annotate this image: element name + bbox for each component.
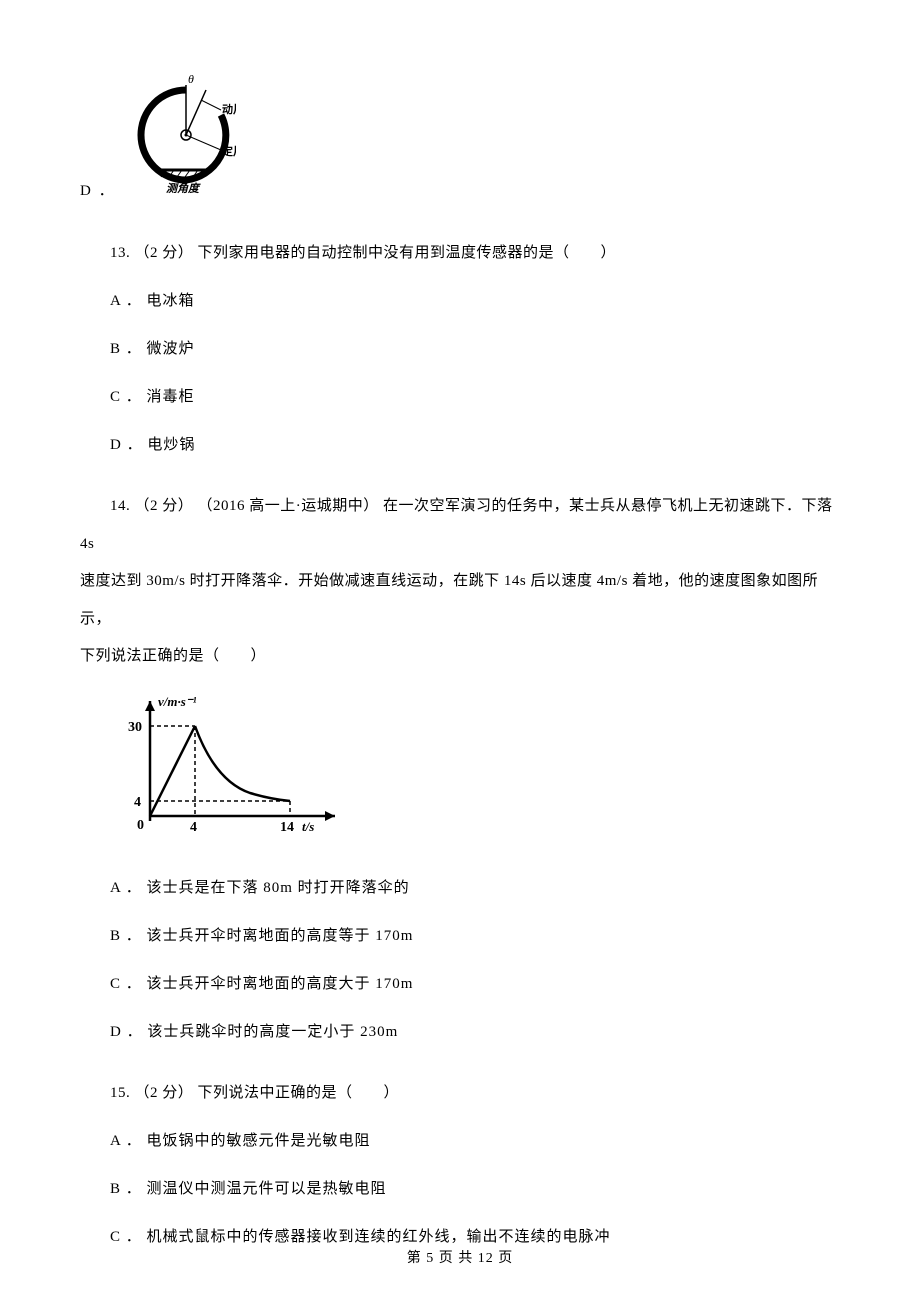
q15-stem: 15. （2 分） 下列说法中正确的是（ ） (80, 1075, 840, 1111)
x-axis-label: t/s (302, 819, 314, 834)
x-tick-14: 14 (280, 820, 294, 835)
q13-stem-text: 下列家用电器的自动控制中没有用到温度传感器的是（ ） (198, 245, 617, 261)
fixed-plate-label: 定片 (222, 144, 236, 158)
q14-stem: 14. （2 分） （2016 高一上·运城期中） 在一次空军演习的任务中，某士… (80, 488, 840, 563)
q15-option-b: B ． 测温仪中测温元件可以是热敏电阻 (80, 1171, 840, 1207)
q14-option-a: A ． 该士兵是在下落 80m 时打开降落伞的 (80, 870, 840, 906)
angle-caption: 测角度 (166, 182, 201, 195)
q15-option-a: A ． 电饭锅中的敏感元件是光敏电阻 (80, 1123, 840, 1159)
q14-option-b: B ． 该士兵开伞时离地面的高度等于 170m (80, 918, 840, 954)
q13-stem: 13. （2 分） 下列家用电器的自动控制中没有用到温度传感器的是（ ） (80, 235, 840, 271)
q14-stem-line3: 下列说法正确的是（ ） (80, 638, 840, 676)
q13-option-c: C ． 消毒柜 (80, 379, 840, 415)
q12-option-d-label: D ． (80, 179, 116, 200)
angle-theta-label: θ (188, 72, 194, 86)
origin-label: 0 (137, 818, 144, 833)
q14-stem-line1: 在一次空军演习的任务中，某士兵从悬停飞机上无初速跳下．下落 4s (80, 498, 833, 552)
x-tick-4: 4 (190, 820, 197, 835)
y-axis-label: v/m·s⁻¹ (158, 694, 197, 709)
q14-stem-line2: 速度达到 30m/s 时打开降落伞．开始做减速直线运动，在跳下 14s 后以速度… (80, 563, 840, 638)
q13-option-a: A ． 电冰箱 (80, 283, 840, 319)
q13-points: （2 分） (135, 245, 194, 261)
question-14: 14. （2 分） （2016 高一上·运城期中） 在一次空军演习的任务中，某士… (80, 488, 840, 1050)
q13-option-d: D ． 电炒锅 (80, 427, 840, 463)
q15-points: （2 分） (135, 1085, 194, 1101)
q14-points: （2 分） (135, 498, 194, 514)
q14-number: 14. (110, 498, 130, 514)
q14-option-d: D ． 该士兵跳伞时的高度一定小于 230m (80, 1014, 840, 1050)
angle-sensor-figure: θ 动片 定片 测角度 (136, 55, 236, 200)
velocity-time-chart: v/m·s⁻¹ t/s 30 4 0 4 14 (110, 691, 840, 855)
q14-option-c: C ． 该士兵开伞时离地面的高度大于 170m (80, 966, 840, 1002)
y-tick-30: 30 (128, 720, 142, 735)
q15-number: 15. (110, 1085, 130, 1101)
q13-number: 13. (110, 245, 130, 261)
page-footer: 第 5 页 共 12 页 (0, 1247, 920, 1267)
y-tick-4: 4 (134, 795, 141, 810)
question-13: 13. （2 分） 下列家用电器的自动控制中没有用到温度传感器的是（ ） A ．… (80, 235, 840, 463)
q12-option-d-container: D ． θ 动片 定片 测角度 (80, 55, 840, 200)
moving-plate-label: 动片 (222, 102, 236, 116)
q13-option-b: B ． 微波炉 (80, 331, 840, 367)
q15-stem-text: 下列说法中正确的是（ ） (198, 1085, 400, 1101)
q14-source: （2016 高一上·运城期中） (198, 498, 379, 514)
question-15: 15. （2 分） 下列说法中正确的是（ ） A ． 电饭锅中的敏感元件是光敏电… (80, 1075, 840, 1255)
